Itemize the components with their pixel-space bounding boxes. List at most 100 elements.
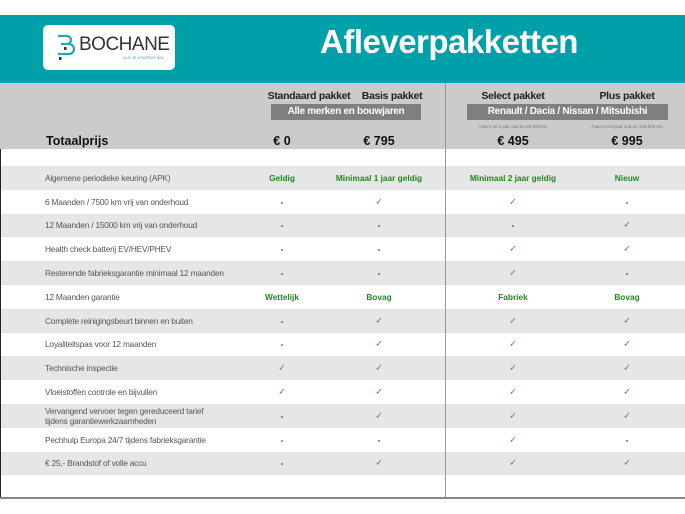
- price-standaard: € 0: [273, 134, 291, 148]
- table-row: 12 Maanden / 15000 km vrij van onderhoud…: [0, 213, 685, 238]
- feature-label: Health check batterij EV/HEV/PHEV: [45, 244, 172, 255]
- dash-icon: -: [280, 434, 284, 445]
- header-banner: BOCHANE ALS JE VOORUIT WIL Afleverpakket…: [0, 15, 685, 83]
- check-icon: ✓: [623, 457, 631, 468]
- feature-label: 12 Maanden garantie: [45, 291, 120, 302]
- feature-value: Geldig: [269, 172, 295, 183]
- group-label-renault: Renault / Dacia / Nissan / Mitsubishi: [467, 104, 668, 120]
- dash-icon: -: [377, 220, 381, 231]
- dash-icon: -: [280, 244, 284, 255]
- check-icon: ✓: [509, 457, 517, 468]
- check-icon: ✓: [623, 410, 631, 421]
- feature-label: Vervangend vervoer tegen gereduceerd tar…: [45, 405, 204, 426]
- price-plus: € 995: [611, 134, 643, 148]
- dash-icon: -: [280, 410, 284, 421]
- dash-icon: -: [625, 196, 629, 207]
- table-row: 12 Maanden garantie Wettelijk Bovag Fabriek…: [0, 285, 685, 309]
- package-name-select: Select pakket: [481, 90, 545, 102]
- check-icon: ✓: [375, 386, 383, 397]
- feature-value: Minimaal 1 jaar geldig: [335, 172, 423, 183]
- price-basis: € 795: [363, 134, 395, 148]
- dash-icon: -: [280, 315, 284, 326]
- logo-brand-text: BOCHANE: [79, 34, 170, 55]
- check-icon: ✓: [509, 362, 517, 373]
- feature-value: Bovag: [614, 291, 640, 302]
- dash-icon: -: [280, 339, 284, 350]
- check-icon: ✓: [623, 338, 631, 349]
- table-row: Complete reinigingsbeurt binnen en buite…: [0, 308, 685, 333]
- feature-value: Nieuw: [614, 172, 640, 183]
- check-icon: ✓: [278, 386, 286, 397]
- dash-icon: -: [280, 458, 284, 469]
- check-icon: ✓: [375, 410, 383, 421]
- group-label-all-brands: Alle merken en bouwjaren: [271, 104, 421, 120]
- comparison-table: Algemene periodieke keuring (APK) Geldig M…: [0, 166, 685, 476]
- check-icon: ✓: [623, 219, 631, 230]
- feature-label: 12 Maanden / 15000 km vrij van onderhoud: [45, 220, 198, 231]
- check-icon: ✓: [375, 338, 383, 349]
- bottom-border: [0, 497, 685, 499]
- table-row: Resterende fabrieksgarantie minimaal 12 …: [0, 261, 685, 285]
- plus-note: Auto's tot 5 jaar oud en 100.000 km: [591, 124, 663, 129]
- table-row: Vervangend vervoer tegen gereduceerd tar…: [0, 403, 685, 428]
- bochane-logo: BOCHANE ALS JE VOORUIT WIL: [43, 25, 175, 70]
- table-row: € 25,- Brandstof of volle accu - ✓ ✓ ✓: [0, 451, 685, 476]
- feature-label: Pechhulp Europa 24/7 tijdens fabrieksgar…: [45, 434, 206, 445]
- check-icon: ✓: [375, 457, 383, 468]
- price-select: € 495: [497, 134, 529, 148]
- dash-icon: -: [625, 434, 629, 445]
- feature-label: € 25,- Brandstof of volle accu: [45, 458, 147, 469]
- total-price-label: Totaalprijs: [46, 134, 109, 148]
- dash-icon: -: [625, 268, 629, 279]
- dash-icon: -: [511, 220, 515, 231]
- feature-label: 6 Maanden / 7500 km vrij van onderhoud: [45, 196, 189, 207]
- check-icon: ✓: [623, 362, 631, 373]
- check-icon: ✓: [509, 434, 517, 445]
- check-icon: ✓: [509, 243, 517, 254]
- check-icon: ✓: [509, 196, 517, 207]
- check-icon: ✓: [509, 267, 517, 278]
- package-name-plus: Plus pakket: [599, 90, 655, 102]
- check-icon: ✓: [375, 196, 383, 207]
- check-icon: ✓: [509, 338, 517, 349]
- feature-label: Loyaliteitspas voor 12 maanden: [45, 339, 157, 350]
- feature-value: Wettelijk: [265, 291, 299, 302]
- table-row: Algemene periodieke keuring (APK) Geldig M…: [0, 166, 685, 190]
- check-icon: ✓: [375, 362, 383, 373]
- dash-icon: -: [377, 268, 381, 279]
- table-row: Loyaliteitspas voor 12 maanden - ✓ ✓ ✓: [0, 333, 685, 357]
- dash-icon: -: [280, 268, 284, 279]
- dash-icon: -: [377, 434, 381, 445]
- table-row: Technische inspectie ✓ ✓ ✓ ✓: [0, 356, 685, 381]
- check-icon: ✓: [509, 386, 517, 397]
- feature-label: Resterende fabrieksgarantie minimaal 12 …: [45, 268, 224, 279]
- table-row: Health check batterij EV/HEV/PHEV - - ✓ ✓: [0, 237, 685, 261]
- check-icon: ✓: [509, 410, 517, 421]
- check-icon: ✓: [375, 315, 383, 326]
- dash-icon: -: [280, 196, 284, 207]
- logo-tagline: ALS JE VOORUIT WIL: [123, 55, 164, 60]
- table-row: Vloeistoffen controle en bijvullen ✓ ✓ ✓ ✓: [0, 380, 685, 404]
- check-icon: ✓: [278, 362, 286, 373]
- feature-value: Bovag: [366, 291, 392, 302]
- feature-value: Fabriek: [498, 291, 528, 302]
- dash-icon: -: [280, 220, 284, 231]
- package-name-basis: Basis pakket: [361, 90, 423, 102]
- check-icon: ✓: [623, 243, 631, 254]
- logo-icon: [58, 34, 76, 60]
- dash-icon: -: [377, 244, 381, 255]
- feature-label: Complete reinigingsbeurt binnen en buite…: [45, 315, 193, 326]
- left-border: [0, 149, 1, 498]
- check-icon: ✓: [623, 386, 631, 397]
- feature-label: Technische inspectie: [45, 363, 118, 374]
- package-name-standaard: Standaard pakket: [267, 90, 351, 102]
- feature-value: Minimaal 2 jaar geldig: [469, 172, 557, 183]
- select-note: Auto's tot 1 jaar oud en 20.000 km: [478, 124, 548, 129]
- table-row: Pechhulp Europa 24/7 tijdens fabrieksgar…: [0, 428, 685, 452]
- check-icon: ✓: [509, 315, 517, 326]
- check-icon: ✓: [623, 315, 631, 326]
- feature-label: Algemene periodieke keuring (APK): [45, 172, 171, 183]
- table-row: 6 Maanden / 7500 km vrij van onderhoud - ✓…: [0, 190, 685, 214]
- page-title: Afleverpakketten: [320, 23, 578, 60]
- feature-label: Vloeistoffen controle en bijvullen: [45, 387, 158, 398]
